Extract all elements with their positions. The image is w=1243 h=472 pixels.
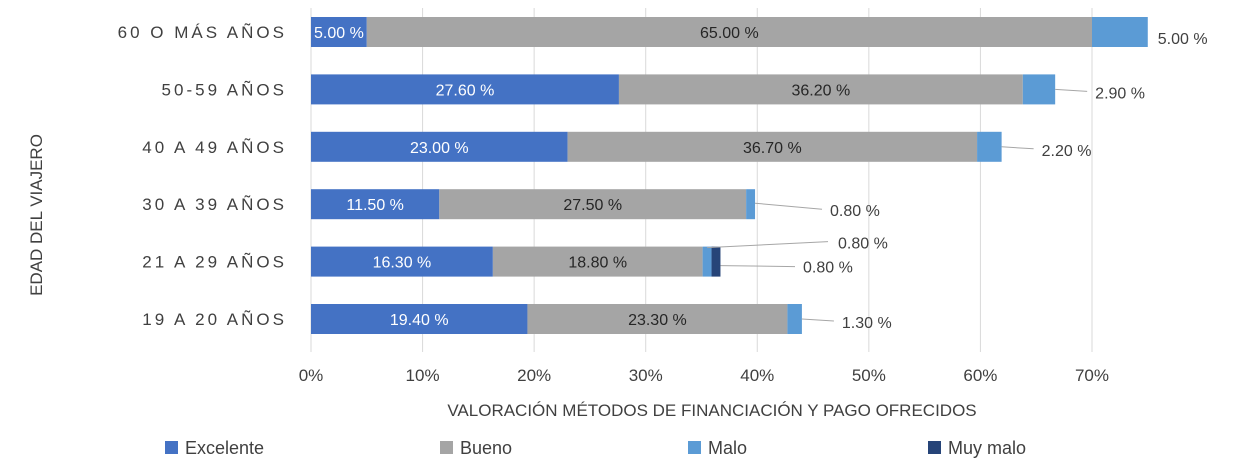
x-tick-label: 50% — [852, 366, 886, 385]
bar-segment-excelente — [311, 189, 440, 220]
legend-swatch-excelente — [165, 441, 178, 454]
x-tick-label: 30% — [629, 366, 663, 385]
x-tick-label: 0% — [299, 366, 324, 385]
data-label: 11.50 % — [346, 197, 404, 214]
data-label: 27.60 % — [436, 82, 495, 99]
legend: Excelente Bueno Malo Muy malo — [165, 438, 1026, 458]
bar-segment-malo — [787, 304, 802, 334]
x-tick-labels: 0% 10% 20% 30% 40% 50% 60% 70% — [299, 366, 1109, 385]
leader-line — [720, 265, 796, 268]
data-label: 23.00 % — [410, 140, 469, 157]
leader-line — [1001, 146, 1034, 150]
x-tick-label: 40% — [740, 366, 774, 385]
bar-segment-bueno — [366, 17, 1092, 47]
data-label: 5.00 % — [1158, 31, 1208, 48]
bar-segment-excelente — [311, 17, 367, 47]
data-label: 36.20 % — [792, 82, 851, 99]
legend-label: Excelente — [185, 438, 264, 458]
bar-segment-excelente — [311, 304, 528, 334]
y-axis-title: EDAD DEL VIAJERO — [27, 134, 46, 296]
leader-line — [801, 318, 834, 322]
category-label: 19 A 20 AÑOS — [142, 310, 287, 329]
bars — [311, 17, 1148, 334]
leader-line — [707, 241, 829, 249]
data-label: 0.80 % — [838, 236, 888, 253]
data-label: 19.40 % — [390, 312, 449, 329]
x-tick-label: 70% — [1075, 366, 1109, 385]
category-label: 50-59 AÑOS — [162, 80, 287, 99]
bar-segment-malo — [702, 246, 712, 277]
bar-segment-malo — [1091, 17, 1148, 47]
bar-segment-excelente — [311, 74, 619, 105]
data-label: 1.30 % — [842, 315, 892, 332]
data-label: 0.80 % — [803, 260, 853, 277]
data-label: 18.80 % — [568, 255, 627, 272]
x-tick-label: 10% — [406, 366, 440, 385]
data-label: 5.00 % — [314, 25, 364, 42]
legend-swatch-bueno — [440, 441, 453, 454]
legend-label: Malo — [708, 438, 747, 458]
bar-segment-muy-malo — [711, 246, 721, 277]
data-label: 36.70 % — [743, 140, 802, 157]
leader-line — [1055, 88, 1088, 92]
category-label: 60 O MÁS AÑOS — [118, 23, 287, 42]
x-tick-label: 60% — [963, 366, 997, 385]
leader-line — [755, 202, 823, 210]
data-label: 27.50 % — [563, 197, 622, 214]
data-label: 2.20 % — [1042, 143, 1092, 160]
category-labels: 60 O MÁS AÑOS 50-59 AÑOS 40 A 49 AÑOS 30 A … — [118, 23, 287, 329]
gridlines — [310, 8, 1093, 352]
category-label: 40 A 49 AÑOS — [142, 138, 287, 157]
legend-label: Muy malo — [948, 438, 1026, 458]
bar-segment-malo — [977, 131, 1002, 162]
data-label: 2.90 % — [1095, 85, 1145, 102]
bar-segment-bueno — [618, 74, 1023, 105]
bar-segment-bueno — [439, 189, 747, 220]
category-label: 21 A 29 AÑOS — [142, 253, 287, 272]
bar-segment-malo — [746, 189, 756, 220]
data-label: 65.00 % — [700, 25, 759, 42]
bar-segment-excelente — [311, 131, 568, 162]
legend-swatch-malo — [688, 441, 701, 454]
data-label: 0.80 % — [830, 203, 880, 220]
bar-segment-bueno — [492, 246, 703, 277]
bar-segment-bueno — [527, 304, 788, 334]
data-label: 23.30 % — [628, 312, 687, 329]
bar-segment-bueno — [567, 131, 978, 162]
data-labels: 5.00 % 65.00 % 5.00 % 27.60 % 36.20 % 2.90 % 2… — [314, 25, 1208, 332]
x-axis-title: VALORACIÓN MÉTODOS DE FINANCIACIÓN Y PAG… — [447, 401, 976, 420]
bar-segment-malo — [1022, 74, 1056, 105]
data-label: 16.30 % — [373, 255, 432, 272]
bar-segment-excelente — [311, 246, 493, 277]
x-tick-label: 20% — [517, 366, 551, 385]
legend-label: Bueno — [460, 438, 512, 458]
category-label: 30 A 39 AÑOS — [142, 195, 287, 214]
legend-swatch-muy-malo — [928, 441, 941, 454]
